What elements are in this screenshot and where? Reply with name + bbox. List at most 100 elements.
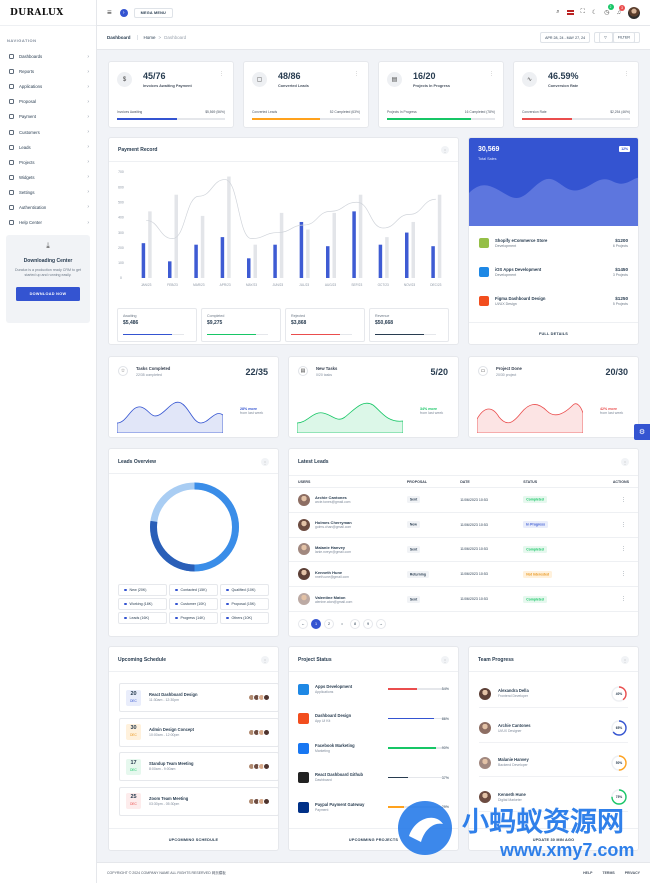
bar-primary[interactable] — [431, 246, 435, 278]
bar-primary[interactable] — [405, 232, 409, 278]
bar-secondary[interactable] — [437, 194, 442, 278]
team-member-item[interactable]: Alexandra Della Frontend Developer 40% — [479, 680, 628, 708]
nav-item-help-center[interactable]: Help Center › — [0, 215, 96, 230]
more-icon[interactable]: ⋮ — [489, 71, 494, 77]
more-icon[interactable]: ⋮ — [441, 656, 449, 664]
lead-legend-item[interactable]: New (20K) — [118, 584, 167, 596]
nav-item-dashboards[interactable]: Dashboards › — [0, 49, 96, 64]
lead-legend-item[interactable]: Qualified (10K) — [220, 584, 269, 596]
nav-item-reports[interactable]: Reports › — [0, 64, 96, 79]
lead-legend-item[interactable]: Progress (14K) — [169, 612, 218, 624]
lead-legend-item[interactable]: Proposal (15K) — [220, 598, 269, 610]
upcoming-projects-link[interactable]: UPCOMMING PROJECTS — [289, 828, 458, 850]
team-member-item[interactable]: Malanie Hanvey Backend Developer 50% — [479, 749, 628, 777]
bar-secondary[interactable] — [332, 212, 337, 278]
user-avatar[interactable] — [628, 6, 640, 19]
schedule-item[interactable]: 25 DEC Zoom Team Meeting 03:30pm - 05:30pm — [119, 786, 278, 816]
nav-item-projects[interactable]: Projects › — [0, 155, 96, 170]
bar-secondary[interactable] — [200, 215, 205, 278]
nav-item-widgets[interactable]: Widgets › — [0, 170, 96, 185]
table-row[interactable]: Holmes Cherryman golms.chan@gmail.com New 1… — [289, 512, 638, 538]
full-details-link[interactable]: FULL DETAILS — [469, 322, 638, 344]
schedule-item[interactable]: 30 DEC Admin Design Concept 10:00am - 12:00… — [119, 717, 278, 747]
sales-project-item[interactable]: Figma Dashboard Design UI/UX Design $1250 5… — [479, 289, 628, 313]
timer-icon[interactable]: ◷ 2 — [604, 4, 614, 16]
schedule-item[interactable]: 20 DEC React Dashboard Design 11:30am - 12:… — [119, 683, 278, 712]
row-actions-icon[interactable]: ⋮ — [579, 586, 638, 612]
row-actions-icon[interactable]: ⋮ — [579, 537, 638, 563]
bar-primary[interactable] — [273, 244, 277, 278]
lead-legend-item[interactable]: Leads (16K) — [118, 612, 167, 624]
next-page-icon[interactable]: → — [376, 619, 386, 629]
fullscreen-icon[interactable]: ⛶ — [580, 9, 585, 15]
page-button[interactable]: 8 — [350, 619, 360, 629]
lead-legend-item[interactable]: Working (18K) — [118, 598, 167, 610]
more-icon[interactable]: ⋮ — [261, 458, 269, 466]
team-member-item[interactable]: Kenneth Hune Digital Marketer 75% — [479, 784, 628, 812]
project-status-item[interactable]: Facebook Marketing Marketing 90% — [298, 737, 449, 759]
project-status-item[interactable]: Dashboard Design App UI Kit 86% — [298, 708, 449, 730]
bar-secondary[interactable] — [148, 211, 152, 278]
more-icon[interactable]: ⋮ — [621, 458, 629, 466]
bar-primary[interactable] — [220, 237, 225, 278]
page-button[interactable]: 9 — [363, 619, 373, 629]
sales-project-item[interactable]: Shopify eCommerce Store Development $1200 6… — [479, 231, 628, 255]
row-actions-icon[interactable]: ⋮ — [579, 487, 638, 513]
more-icon[interactable]: ⋮ — [261, 656, 269, 664]
nav-item-authentication[interactable]: Authentication › — [0, 200, 96, 215]
table-row[interactable]: Archie Cantones arcie.tones@gmail.com Sent… — [289, 487, 638, 513]
nav-item-payment[interactable]: Payment › — [0, 109, 96, 124]
bar-secondary[interactable] — [279, 212, 284, 278]
page-button[interactable]: • — [341, 622, 343, 626]
brand-logo[interactable]: DURALUX — [0, 0, 96, 26]
upcoming-schedule-link[interactable]: UPCOMMING SCHEDULE — [109, 828, 278, 850]
bell-icon[interactable]: ♫ 3 — [617, 4, 625, 16]
page-button[interactable]: 2 — [324, 619, 334, 629]
bar-primary[interactable] — [299, 221, 304, 278]
project-status-item[interactable]: React Dashboard Github Dashboard 37% — [298, 767, 449, 789]
nav-item-applications[interactable]: Applications › — [0, 79, 96, 94]
prev-page-icon[interactable]: ← — [298, 619, 308, 629]
footer-help-link[interactable]: HELP — [583, 871, 593, 875]
bar-primary[interactable] — [378, 244, 383, 278]
row-actions-icon[interactable]: ⋮ — [579, 512, 638, 538]
dark-mode-icon[interactable]: ☾ — [591, 10, 598, 16]
page-button[interactable]: 1 — [311, 619, 321, 629]
more-icon[interactable]: ⋮ — [219, 71, 224, 77]
mega-menu-button[interactable]: MEGA MENU — [133, 7, 173, 18]
nav-item-customers[interactable]: Customers › — [0, 124, 96, 139]
breadcrumb-home[interactable]: Home — [143, 35, 156, 40]
bar-primary[interactable] — [168, 261, 172, 278]
bar-secondary[interactable] — [306, 229, 310, 278]
download-now-button[interactable]: DOWNLOAD NOW — [16, 286, 80, 301]
filter-button[interactable]: ▽ FILTER — [594, 32, 640, 43]
table-row[interactable]: Valentine Maton alenine.aton@gmail.com Sen… — [289, 586, 638, 612]
bar-primary[interactable] — [326, 246, 330, 278]
nav-item-settings[interactable]: Settings › — [0, 185, 96, 200]
footer-privacy-link[interactable]: PRIVACY — [624, 871, 640, 875]
bar-primary[interactable] — [141, 243, 146, 278]
footer-terms-link[interactable]: TERMS — [602, 871, 615, 875]
bar-primary[interactable] — [194, 244, 198, 278]
bar-primary[interactable] — [352, 211, 356, 278]
lead-legend-item[interactable]: Customer (10K) — [169, 598, 218, 610]
language-flag-icon[interactable] — [566, 10, 574, 15]
lead-legend-item[interactable]: Contacted (15K) — [169, 584, 218, 596]
more-icon[interactable]: ⋮ — [621, 656, 629, 664]
bar-secondary[interactable] — [174, 194, 179, 278]
menu-toggle-icon[interactable]: ≡ — [107, 8, 112, 17]
row-actions-icon[interactable]: ⋮ — [579, 561, 638, 588]
lead-legend-item[interactable]: Others (10K) — [220, 612, 269, 624]
more-icon[interactable]: ⋮ — [441, 146, 449, 154]
bar-secondary[interactable] — [227, 176, 231, 278]
nav-item-proposal[interactable]: Proposal › — [0, 94, 96, 109]
more-icon[interactable]: ⋮ — [354, 71, 359, 77]
table-row[interactable]: Kenneth Hune nneth.une@gmail.com Returning… — [289, 561, 638, 588]
schedule-item[interactable]: 17 DEC Standup Team Meeting 8:00am - 9:00am — [119, 752, 278, 781]
team-member-item[interactable]: Archie Cantones UI/UX Designer 65% — [479, 715, 628, 743]
sales-project-item[interactable]: iOS Apps Development Development $1450 3 Pr… — [479, 260, 628, 284]
arrow-right-icon[interactable]: › — [119, 8, 128, 17]
bar-primary[interactable] — [247, 258, 251, 278]
bar-secondary[interactable] — [385, 237, 389, 278]
bar-secondary[interactable] — [411, 221, 416, 278]
